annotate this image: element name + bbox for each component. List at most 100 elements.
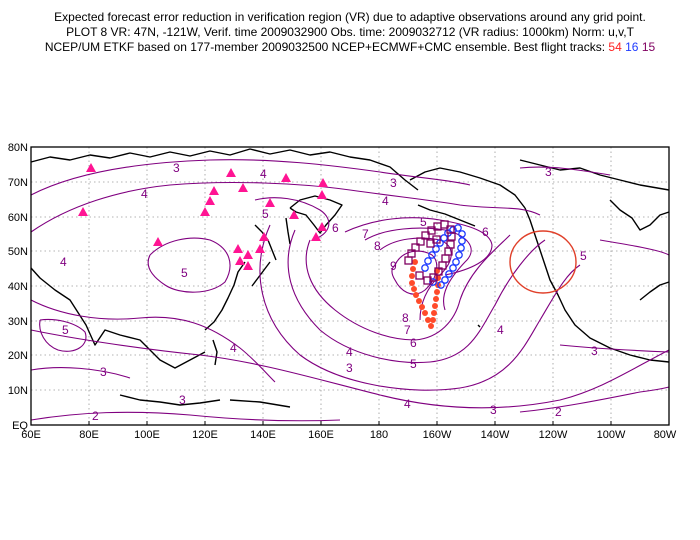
- track-point: [424, 257, 432, 265]
- track-point: [425, 317, 431, 323]
- lon-label: 100W: [597, 429, 626, 441]
- contour-labels: 3 4 4 5 5 4 3 4 5 6 7 8 9 8 7 6 5 4 3 6 …: [60, 161, 598, 423]
- track-point: [412, 259, 418, 265]
- contour-label: 2: [555, 405, 562, 419]
- track-point: [421, 264, 429, 272]
- lat-label: 30N: [8, 316, 28, 328]
- lat-label: 70N: [8, 177, 28, 189]
- track-point: [455, 251, 463, 259]
- contour-label: 7: [404, 323, 411, 337]
- track-point: [432, 235, 441, 244]
- triangle-marker: [318, 178, 328, 187]
- lon-label: 120W: [539, 429, 568, 441]
- track-point: [458, 237, 466, 245]
- track-point: [415, 271, 424, 280]
- contour-label: 9: [390, 259, 397, 273]
- triangle-marker: [259, 232, 269, 241]
- header-line-2: PLOT 8 VR: 47N, -121W, Verif. time 20090…: [66, 25, 634, 39]
- track-point: [441, 254, 450, 263]
- contour-label: 4: [141, 187, 148, 201]
- track-point: [419, 304, 425, 310]
- contour-label: 5: [181, 266, 188, 280]
- triangle-marker: [317, 222, 327, 231]
- lon-label: 140E: [250, 429, 276, 441]
- lon-label: 60E: [21, 429, 41, 441]
- triangle-marker: [205, 196, 215, 205]
- track-point: [440, 234, 448, 242]
- lat-label: 20N: [8, 350, 28, 362]
- contour-label: 4: [497, 323, 504, 337]
- track-point: [432, 245, 440, 253]
- triangle-marker: [209, 186, 219, 195]
- contour-label: 8: [374, 239, 381, 253]
- contour-label: 6: [410, 336, 417, 350]
- track-point: [409, 280, 415, 286]
- triangle-marker: [255, 244, 265, 253]
- lat-label: 50N: [8, 246, 28, 258]
- contour-label: 6: [482, 225, 489, 239]
- track-point: [411, 243, 420, 252]
- contour-label: 5: [420, 215, 427, 229]
- triangle-marker: [243, 261, 253, 270]
- lon-label: 80W: [654, 429, 677, 441]
- track-purple-label: 15: [641, 40, 656, 54]
- contour-label: 7: [362, 227, 369, 241]
- lon-label: 140W: [481, 429, 510, 441]
- lat-label: 60N: [8, 212, 28, 224]
- triangle-marker: [86, 163, 96, 172]
- contour-label: 5: [62, 323, 69, 337]
- lon-label: 180: [370, 429, 388, 441]
- contour-lines: [30, 159, 670, 422]
- track-point: [434, 267, 443, 276]
- contour-label: 8: [402, 311, 409, 325]
- flight-track-red: [409, 259, 441, 329]
- track-point: [445, 270, 453, 278]
- observation-triangles: [78, 163, 328, 270]
- track-point: [434, 289, 440, 295]
- track-point: [447, 232, 456, 241]
- contour-label: 4: [382, 194, 389, 208]
- triangle-marker: [265, 198, 275, 207]
- lat-label: 10N: [8, 385, 28, 397]
- contour-label: 2: [92, 409, 99, 423]
- track-point: [413, 292, 419, 298]
- contour-label: 3: [173, 161, 180, 175]
- flight-track-purple: [404, 220, 456, 285]
- contour-label: 4: [346, 345, 353, 359]
- coastlines: [30, 148, 670, 408]
- contour-label: 3: [100, 365, 107, 379]
- track-point: [416, 298, 422, 304]
- contour-label: 4: [260, 167, 267, 181]
- contour-label: 3: [545, 165, 552, 179]
- lon-label: 80E: [79, 429, 99, 441]
- header-line-1: Expected forecast error reduction in ver…: [54, 10, 646, 24]
- contour-label: 4: [230, 341, 237, 355]
- triangle-marker: [153, 237, 163, 246]
- track-point: [430, 317, 436, 323]
- axis-ticks: [88, 421, 612, 425]
- track-point: [440, 220, 449, 229]
- contour-label: 5: [262, 207, 269, 221]
- track-point: [431, 310, 437, 316]
- triangle-marker: [233, 244, 243, 253]
- triangle-marker: [226, 168, 236, 177]
- triangle-marker: [238, 183, 248, 192]
- header-line-3-text: NCEP/UM ETKF based on 177-member 2009032…: [44, 40, 606, 54]
- track-point: [433, 296, 439, 302]
- gridlines: [31, 147, 669, 425]
- track-point: [423, 276, 432, 285]
- contour-label: 3: [346, 361, 353, 375]
- contour-label: 4: [404, 397, 411, 411]
- header-line-3: NCEP/UM ETKF based on 177-member 2009032…: [0, 40, 700, 55]
- triangle-marker: [243, 250, 253, 259]
- contour-label: 4: [60, 255, 67, 269]
- lon-label: 160W: [423, 429, 452, 441]
- track-point: [429, 278, 437, 286]
- contour-label: 6: [332, 221, 339, 235]
- triangle-marker: [289, 210, 299, 219]
- lat-label: 80N: [8, 142, 28, 154]
- triangle-marker: [281, 173, 291, 182]
- track-point: [410, 266, 416, 272]
- track-point: [432, 303, 438, 309]
